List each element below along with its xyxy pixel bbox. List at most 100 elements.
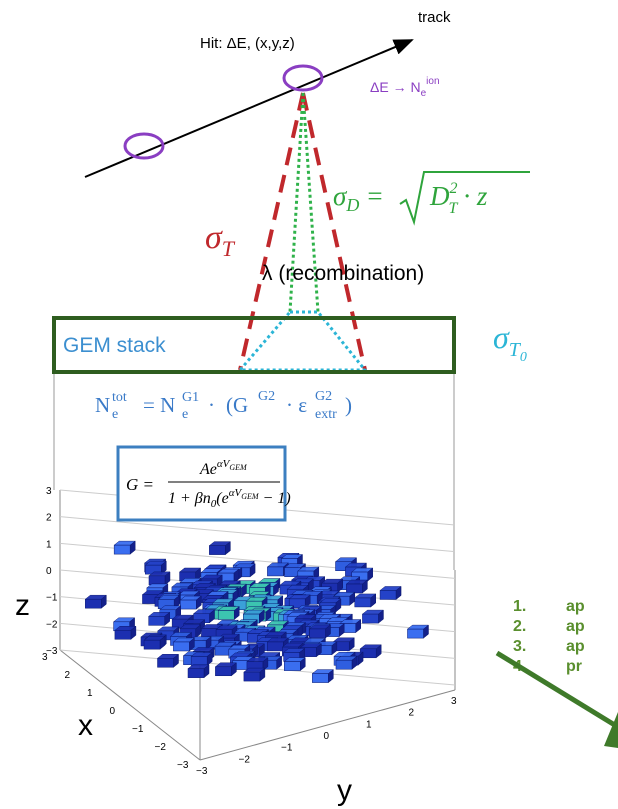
- cube-front: [149, 576, 165, 585]
- cube-front: [180, 600, 196, 609]
- steps-list: 1.ap2.ap3.ap4.pr: [513, 598, 585, 675]
- cube-front: [115, 630, 131, 639]
- axis: [60, 650, 200, 760]
- cube-front: [267, 567, 283, 576]
- cube-front: [355, 598, 371, 607]
- base: D: [429, 181, 450, 211]
- step-number: 3.: [513, 638, 526, 655]
- radicand: D2 T· z: [429, 180, 488, 217]
- y-tick-label: −2: [239, 754, 251, 765]
- f: = N: [143, 393, 175, 417]
- x-tick-label: −2: [155, 742, 167, 753]
- f: G =: [126, 475, 154, 494]
- eq: =: [367, 181, 382, 211]
- ion-sup: ion: [426, 76, 439, 87]
- f: GEM: [241, 492, 260, 501]
- sigma-t: σT: [205, 219, 236, 261]
- sigma-t0: σT0: [493, 319, 527, 365]
- x-tick-label: 1: [87, 688, 93, 699]
- recombination: λ (recombination): [262, 262, 424, 285]
- y-tick-label: −1: [281, 743, 293, 754]
- f: ·: [208, 393, 215, 417]
- z-tick-label: −1: [46, 593, 58, 604]
- cube-front: [209, 546, 225, 555]
- ionization: ΔE → Neion: [370, 76, 440, 99]
- f: tot: [112, 390, 127, 405]
- cube-front: [191, 656, 207, 665]
- step-text: pr: [566, 658, 582, 675]
- step-text: ap: [566, 638, 585, 655]
- sub: T: [449, 200, 459, 217]
- z-tick-label: −2: [46, 619, 58, 630]
- y-tick-label: −3: [196, 766, 208, 777]
- cube-front: [346, 584, 362, 593]
- ion-sub: e: [421, 88, 427, 99]
- hit-label: Hit: ΔE, (x,y,z): [200, 35, 295, 52]
- y-tick-label: 0: [324, 731, 330, 742]
- z-tick-label: 3: [46, 486, 52, 497]
- f: N: [95, 393, 110, 417]
- f: · ε: [286, 393, 307, 417]
- cube-front: [380, 590, 396, 599]
- cube-front: [158, 658, 174, 667]
- cube-front: [85, 599, 101, 608]
- ion-text: ΔE → N: [370, 79, 421, 95]
- y-tick-label: 1: [366, 719, 372, 730]
- f: − 1): [259, 490, 291, 507]
- cube-front: [244, 672, 260, 681]
- f: G1: [182, 390, 199, 405]
- gem-stack-label: GEM stack: [63, 334, 166, 357]
- cube-front: [310, 629, 326, 638]
- sym: σ: [205, 219, 223, 256]
- step-text: ap: [566, 618, 585, 635]
- cube-front: [336, 660, 352, 669]
- rest: · z: [463, 181, 488, 211]
- cube-front: [267, 642, 283, 651]
- x-tick-label: −1: [132, 724, 144, 735]
- x-tick-label: 3: [42, 652, 48, 663]
- f: GEM: [229, 463, 248, 472]
- x-label: x: [78, 709, 93, 742]
- z-tick-label: 1: [46, 539, 52, 550]
- z-tick-label: 0: [46, 566, 52, 577]
- f: G2: [258, 389, 275, 404]
- cube-front: [149, 616, 165, 625]
- subsub: 0: [520, 350, 527, 365]
- sup: 2: [450, 180, 458, 197]
- n-formula: N tot e = N G1 e · (G G2 · ε G2 extr ): [95, 389, 352, 422]
- sub: D: [345, 195, 359, 215]
- z-tick-label: 2: [46, 513, 52, 524]
- f: (e: [216, 490, 228, 507]
- f: 1 + βn: [168, 490, 211, 507]
- x-tick-label: 2: [65, 670, 71, 681]
- sigma-d: σD=: [333, 181, 383, 215]
- cube-front: [173, 642, 189, 651]
- cube-front: [114, 545, 130, 554]
- cube-front: [407, 629, 423, 638]
- f: e: [112, 407, 118, 422]
- gem-spread: [240, 312, 365, 370]
- x-tick-label: 0: [110, 706, 116, 717]
- step-number: 1.: [513, 598, 526, 615]
- slide: track Hit: ΔE, (x,y,z) ΔE → Neion σD= D2…: [0, 0, 618, 809]
- cube-front: [218, 611, 234, 620]
- y-tick-label: 3: [451, 696, 457, 707]
- cube-front: [312, 674, 328, 683]
- f: Ae: [199, 461, 217, 478]
- track-label: track: [418, 9, 451, 26]
- arrow: [497, 653, 618, 727]
- cube-front: [144, 640, 160, 649]
- f: G2: [315, 389, 332, 404]
- f: (G: [226, 393, 248, 417]
- x-tick-label: −3: [177, 760, 189, 771]
- z-tick-label: −3: [46, 646, 58, 657]
- axis: [200, 690, 455, 760]
- cube-front: [362, 614, 378, 623]
- step-text: ap: [566, 598, 585, 615]
- hit-cubes: [85, 541, 428, 682]
- z-label: z: [15, 589, 30, 622]
- cube-front: [284, 662, 300, 671]
- sym: σ: [493, 319, 510, 355]
- y-label: y: [337, 774, 352, 807]
- step-number: 2.: [513, 618, 526, 635]
